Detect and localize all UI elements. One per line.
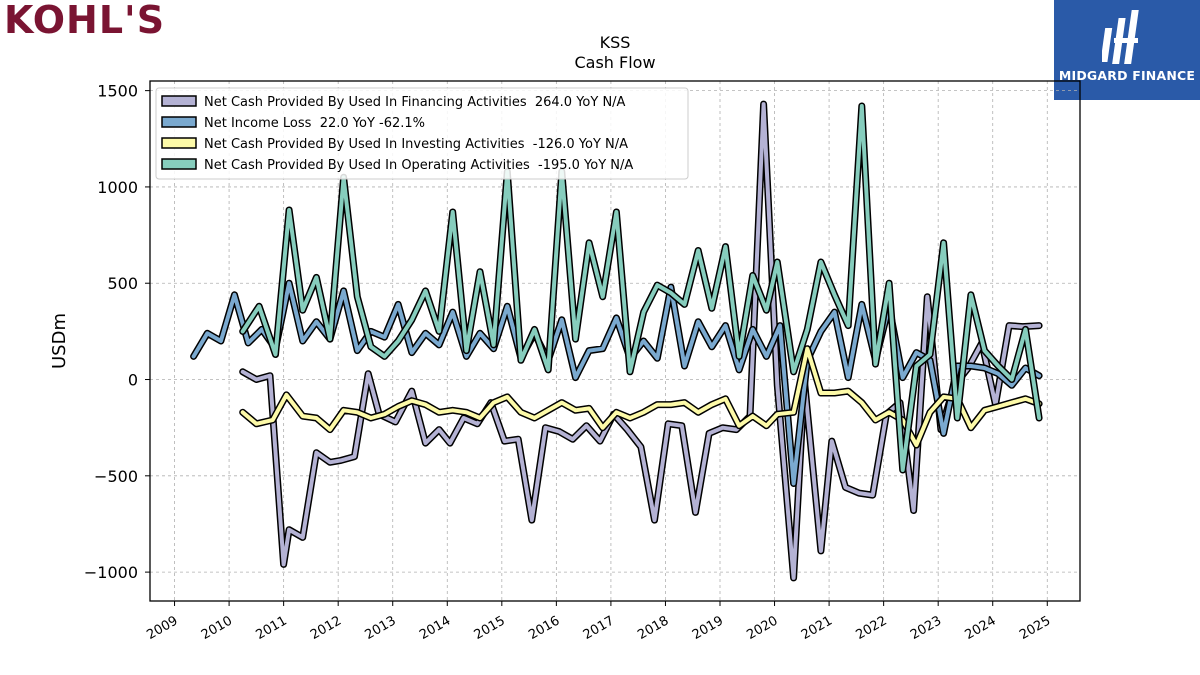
y-tick-label: −500 [94,467,138,486]
y-tick-label: 500 [107,274,138,293]
y-axis: 1500 1000 500 0 −500 −1000 [84,82,150,582]
y-tick-label: 1000 [97,178,138,197]
x-tick-label: 2016 [526,613,562,643]
legend-label: Net Cash Provided By Used In Operating A… [204,158,633,173]
x-tick-label: 2009 [144,613,180,643]
chart-title: KSS [600,33,631,52]
series-line [240,104,1042,472]
legend-swatch [161,137,197,149]
y-tick-label: −1000 [84,563,138,582]
x-tick-label: 2011 [253,613,289,643]
x-tick-label: 2023 [908,613,944,643]
x-tick-label: 2022 [853,613,889,643]
chart-subtitle: Cash Flow [574,53,655,72]
y-axis-label: USDm [49,313,70,369]
plot-area-frame [149,80,1081,602]
legend-swatch [161,95,197,107]
midgard-logo-icon [1102,10,1139,64]
x-tick-label: 2024 [963,613,999,643]
series-lines [190,100,1043,582]
x-tick-label: 2015 [472,613,508,643]
x-tick-label: 2019 [690,613,726,643]
series-3 [239,102,1043,474]
x-tick-label: 2013 [363,613,399,643]
x-axis: 2009 2010 2011 2012 2013 2014 2015 2016 2017 2018… [144,601,1053,643]
x-tick-label: 2020 [744,613,780,643]
x-tick-label: 2010 [199,613,235,643]
x-tick-label: 2017 [581,613,617,643]
x-tick-label: 2018 [635,613,671,643]
legend-swatch [161,158,197,170]
kohls-logo-text: KOHL'S [4,0,165,42]
legend-box [155,87,689,180]
legend-label: Net Cash Provided By Used In Financing A… [204,95,626,110]
legend-label: Net Income Loss 22.0 YoY -62.1% [204,116,425,131]
legend: Net Cash Provided By Used In Financing A… [155,87,689,180]
midgard-finance-badge: MIDGARD FINANCE [1054,0,1200,100]
y-tick-label: 1500 [97,82,138,101]
x-tick-label: 2021 [799,613,835,643]
y-tick-label: 0 [128,371,138,390]
badge-label: MIDGARD FINANCE [1058,68,1196,83]
x-tick-label: 2025 [1017,613,1053,643]
kohls-logo: KOHL'S [4,0,165,42]
x-tick-label: 2012 [308,613,344,643]
legend-swatch [161,116,197,128]
x-tick-label: 2014 [417,613,453,643]
legend-label: Net Cash Provided By Used In Investing A… [204,137,628,152]
